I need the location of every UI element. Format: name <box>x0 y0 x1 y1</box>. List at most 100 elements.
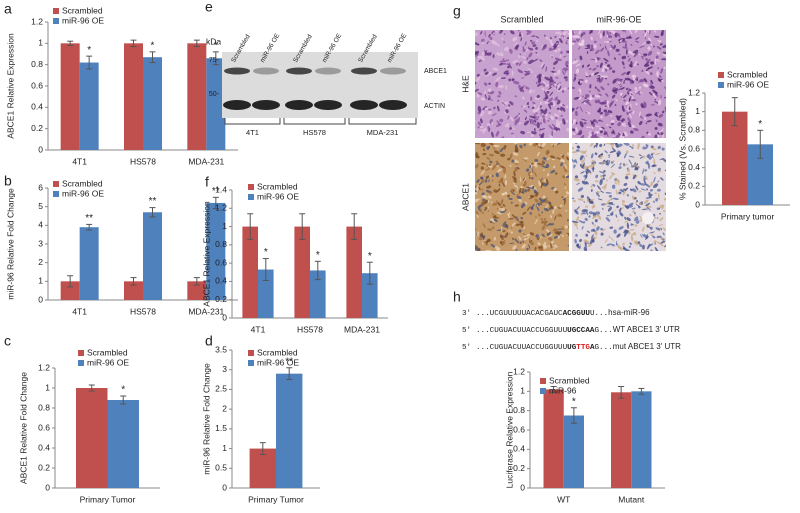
cell <box>615 134 620 138</box>
cell <box>496 248 499 251</box>
cell <box>502 58 505 62</box>
cell <box>548 48 555 51</box>
cell <box>540 108 545 114</box>
cell <box>560 162 563 167</box>
cell <box>484 75 487 77</box>
bar <box>242 226 258 318</box>
cell <box>627 117 632 123</box>
cell <box>572 197 575 200</box>
cell <box>536 74 541 79</box>
cell <box>484 30 486 37</box>
cell <box>562 175 565 178</box>
cell <box>497 99 499 102</box>
y-axis-label: ABCE1 Relative Expression <box>5 33 15 139</box>
cell <box>524 116 527 121</box>
cell <box>634 224 638 227</box>
cell <box>502 182 505 187</box>
cell <box>618 191 622 195</box>
cell <box>647 47 651 51</box>
cell <box>635 185 639 191</box>
cell <box>590 234 594 240</box>
cell <box>572 220 579 224</box>
cell <box>575 143 578 145</box>
cell <box>510 30 515 35</box>
sequence-part: ...CUGUACUUACCUGGUUU <box>476 344 568 352</box>
cell <box>544 117 548 120</box>
cell <box>597 185 601 190</box>
cell <box>541 225 546 231</box>
cell <box>614 104 617 106</box>
cell <box>501 225 507 228</box>
cell <box>523 236 530 241</box>
y-tick-label: 1.2 <box>31 16 43 26</box>
cell <box>528 195 535 200</box>
cell <box>581 39 585 43</box>
cell <box>653 30 657 33</box>
cell <box>654 247 659 251</box>
y-axis-label: ABCE1 Relative Expression <box>201 201 211 307</box>
cell <box>620 94 624 98</box>
cell <box>519 89 524 92</box>
cell <box>483 68 487 72</box>
cell <box>587 134 591 138</box>
cell <box>475 244 477 249</box>
cell <box>493 236 496 241</box>
cell <box>507 157 511 161</box>
cell <box>584 217 588 221</box>
cell <box>479 55 485 61</box>
cell <box>623 66 626 69</box>
cell <box>608 34 613 39</box>
cell <box>534 159 539 162</box>
cell <box>600 190 604 193</box>
cell <box>586 51 589 54</box>
cell <box>480 176 483 180</box>
error-bar <box>130 39 137 48</box>
cell <box>580 118 587 121</box>
cell <box>642 83 648 87</box>
cell <box>543 168 545 171</box>
sequence-part: TTG <box>576 344 590 352</box>
cell <box>544 221 548 224</box>
cell <box>573 177 580 182</box>
cell <box>616 233 621 238</box>
cell <box>556 143 563 145</box>
cell <box>534 198 539 203</box>
cell <box>498 85 504 88</box>
cell <box>519 53 521 56</box>
legend-label: Scrambled <box>62 5 103 15</box>
cell <box>631 233 634 237</box>
cell <box>604 45 607 51</box>
cell <box>557 207 561 210</box>
cell <box>519 34 522 37</box>
legend-swatch <box>53 18 59 24</box>
cell <box>480 143 483 148</box>
panel-label: b <box>4 173 12 189</box>
cell <box>588 215 591 218</box>
cell <box>604 100 607 105</box>
cell <box>534 246 537 251</box>
cell <box>543 218 547 221</box>
cell <box>545 36 549 40</box>
cell <box>582 154 585 159</box>
legend-swatch <box>78 360 84 366</box>
cell <box>635 200 639 203</box>
cell <box>608 235 610 239</box>
cell <box>514 95 518 98</box>
cell <box>630 43 633 46</box>
cell <box>509 153 513 160</box>
cell <box>629 146 632 148</box>
cell <box>645 70 651 75</box>
cell <box>495 42 501 47</box>
cell <box>600 136 605 138</box>
cell <box>484 53 488 56</box>
cell <box>621 135 625 138</box>
cell <box>596 226 600 231</box>
cell <box>580 171 585 174</box>
cell <box>623 182 628 186</box>
cell <box>602 228 606 232</box>
cell <box>597 198 603 201</box>
y-tick-label: 4 <box>38 220 43 230</box>
cell <box>574 175 579 179</box>
y-tick-label: 1 <box>222 443 227 453</box>
cell <box>625 248 630 251</box>
